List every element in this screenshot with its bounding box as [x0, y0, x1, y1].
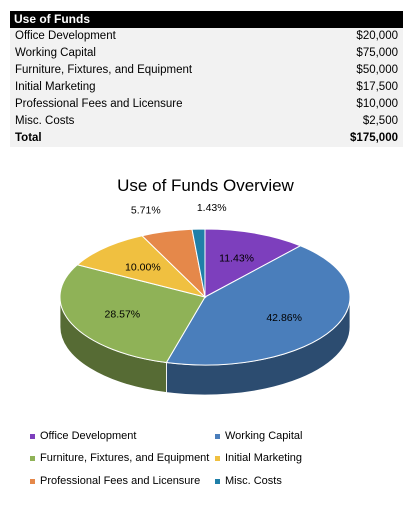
- legend-swatch: [215, 455, 220, 461]
- chart-title: Use of Funds Overview: [117, 176, 294, 195]
- pie-data-label: 5.71%: [131, 205, 161, 217]
- row-value: $75,000: [356, 47, 398, 59]
- use-of-funds-table: Use of Funds Office Development $20,000 Wo…: [10, 11, 403, 147]
- legend-item: Initial Marketing: [215, 452, 302, 464]
- legend-swatch: [30, 455, 35, 461]
- pie-slice: [76, 235, 207, 298]
- legend-swatch: [30, 478, 35, 484]
- table-row: Office Development $20,000: [10, 28, 403, 45]
- row-value: $17,500: [356, 81, 398, 93]
- legend-item: Working Capital: [215, 430, 302, 442]
- row-value: $20,000: [356, 30, 398, 42]
- legend-label: Furniture, Fixtures, and Equipment: [40, 452, 210, 464]
- row-label: Office Development: [15, 30, 116, 42]
- pie-slice: [59, 264, 206, 364]
- pie-slice: [165, 245, 351, 366]
- pie-data-label: 28.57%: [105, 309, 141, 321]
- total-value: $175,000: [350, 132, 398, 144]
- table-total-row: Total $175,000: [10, 130, 403, 147]
- table-row: Initial Marketing $17,500: [10, 79, 403, 96]
- row-label: Professional Fees and Licensure: [15, 98, 183, 110]
- pie-data-label: 1.43%: [197, 202, 227, 214]
- row-value: $50,000: [356, 64, 398, 76]
- row-value: $10,000: [356, 98, 398, 110]
- pie-data-label: 42.86%: [266, 312, 302, 324]
- total-label: Total: [15, 132, 42, 144]
- pie-slice: [204, 228, 302, 298]
- table-row: Working Capital $75,000: [10, 45, 403, 62]
- legend-label: Initial Marketing: [225, 452, 303, 464]
- legend-swatch: [215, 433, 220, 439]
- row-label: Misc. Costs: [15, 115, 75, 127]
- pie-slice: [191, 228, 206, 298]
- legend-swatch: [30, 433, 35, 439]
- pie-data-label: 11.43%: [219, 253, 254, 265]
- table-header: Use of Funds: [10, 11, 403, 28]
- legend-swatch: [215, 478, 220, 484]
- legend-item: Office Development: [30, 430, 136, 442]
- table-row: Professional Fees and Licensure $10,000: [10, 96, 403, 113]
- table-row: Misc. Costs $2,500: [10, 113, 403, 130]
- legend-label: Professional Fees and Licensure: [40, 475, 201, 487]
- row-label: Initial Marketing: [15, 81, 96, 93]
- legend-item: Misc. Costs: [215, 475, 282, 487]
- row-value: $2,500: [362, 115, 398, 127]
- legend-label: Office Development: [40, 430, 137, 442]
- row-label: Working Capital: [15, 47, 96, 59]
- legend-label: Misc. Costs: [225, 475, 282, 487]
- legend-label: Working Capital: [225, 430, 303, 442]
- pie-data-label: 10.00%: [125, 262, 161, 274]
- legend-item: Professional Fees and Licensure: [30, 475, 200, 487]
- row-label: Furniture, Fixtures, and Equipment: [15, 64, 193, 76]
- legend-item: Furniture, Fixtures, and Equipment: [30, 452, 209, 464]
- table-row: Furniture, Fixtures, and Equipment $50,00…: [10, 62, 403, 79]
